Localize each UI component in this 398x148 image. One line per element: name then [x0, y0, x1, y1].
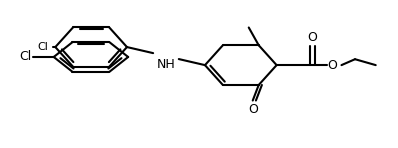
- Text: Cl: Cl: [20, 50, 32, 63]
- Text: Cl: Cl: [37, 42, 49, 52]
- Text: O: O: [328, 59, 337, 72]
- Text: O: O: [248, 103, 258, 116]
- Text: O: O: [308, 31, 317, 44]
- Text: NH: NH: [156, 58, 176, 71]
